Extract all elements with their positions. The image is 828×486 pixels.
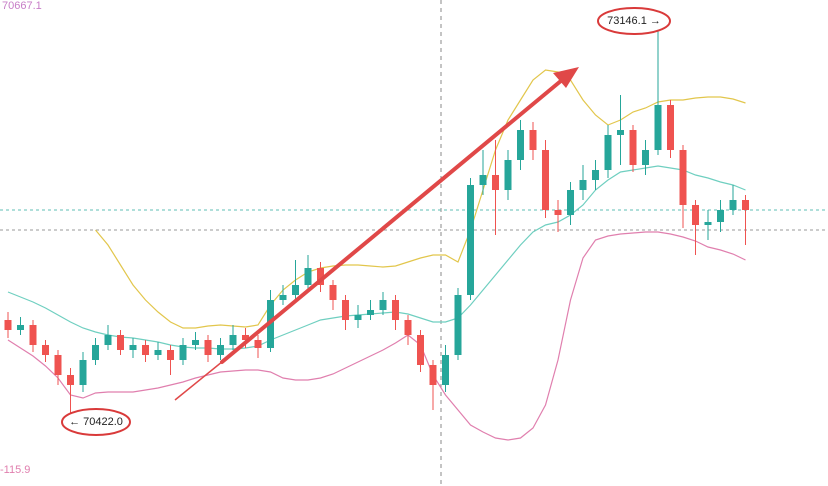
- candle-body: [154, 350, 162, 355]
- candle-body: [79, 360, 87, 385]
- candle-body: [529, 130, 537, 150]
- candle-body: [692, 205, 699, 225]
- candle-body: [479, 175, 487, 185]
- candle-body: [579, 180, 587, 190]
- axis-label: 70667.1: [2, 0, 42, 12]
- candle-body: [167, 350, 174, 360]
- candle-body: [192, 340, 199, 345]
- candle-body: [329, 285, 337, 300]
- candle-body: [542, 150, 549, 210]
- candle-body: [629, 130, 637, 165]
- candle-body: [342, 300, 349, 320]
- candle-body: [117, 335, 124, 350]
- candle-body: [317, 268, 324, 285]
- highlight-ellipse: [597, 7, 671, 35]
- candle-body: [492, 175, 499, 190]
- candle-body: [54, 355, 62, 375]
- candle-body: [654, 105, 662, 150]
- candle-body: [417, 335, 424, 365]
- candle-body: [292, 285, 299, 295]
- band-line: [7, 165, 746, 350]
- marks: [0, 29, 828, 441]
- candle-body: [554, 210, 562, 215]
- candle-body: [179, 345, 187, 360]
- candle-body: [42, 345, 49, 355]
- candle-body: [517, 130, 524, 160]
- high-label: 73146.1 →: [607, 15, 661, 27]
- candle-body: [92, 345, 99, 360]
- candle-body: [454, 295, 462, 355]
- trend-arrow-tail: [174, 356, 229, 401]
- candle-body: [279, 295, 287, 300]
- candle-body: [367, 310, 374, 315]
- candle-body: [254, 340, 262, 348]
- candle-body: [467, 185, 474, 295]
- candle-body: [667, 105, 674, 150]
- candle-body: [704, 222, 712, 225]
- trend-arrow: [174, 67, 579, 401]
- candle-body: [617, 130, 624, 135]
- candle-body: [304, 268, 312, 285]
- candle-body: [354, 315, 362, 320]
- candle-body: [604, 135, 612, 170]
- candle-body: [67, 375, 74, 385]
- candle-body: [392, 300, 399, 320]
- highlight-ellipse: [61, 408, 131, 436]
- candle-body: [129, 345, 137, 350]
- candle-body: [217, 345, 224, 355]
- candle-body: [442, 355, 449, 385]
- candle-body: [17, 325, 24, 330]
- candle-body: [679, 150, 687, 205]
- candle-body: [104, 335, 112, 345]
- low-label: ← 70422.0: [69, 416, 123, 428]
- band-line: [7, 231, 746, 441]
- trend-arrow-shaft: [220, 78, 564, 364]
- candle-body: [592, 170, 599, 180]
- candle-body: [742, 200, 749, 210]
- candle-body: [567, 190, 574, 215]
- candle-body: [717, 210, 724, 222]
- axis-label: -115.9: [0, 464, 30, 476]
- candle-body: [204, 340, 212, 355]
- candle-body: [504, 160, 512, 190]
- candle-body: [404, 320, 412, 335]
- band-line: [95, 69, 746, 329]
- candle-body: [29, 325, 37, 345]
- candle-body: [229, 335, 237, 345]
- candle-body: [642, 150, 649, 165]
- candle-body: [142, 345, 149, 355]
- candle-body: [429, 365, 437, 385]
- candle-body: [242, 335, 249, 340]
- trend-arrow-head: [553, 67, 579, 88]
- candle-body: [729, 200, 737, 210]
- candle-body: [379, 300, 387, 310]
- candle-body: [4, 320, 12, 330]
